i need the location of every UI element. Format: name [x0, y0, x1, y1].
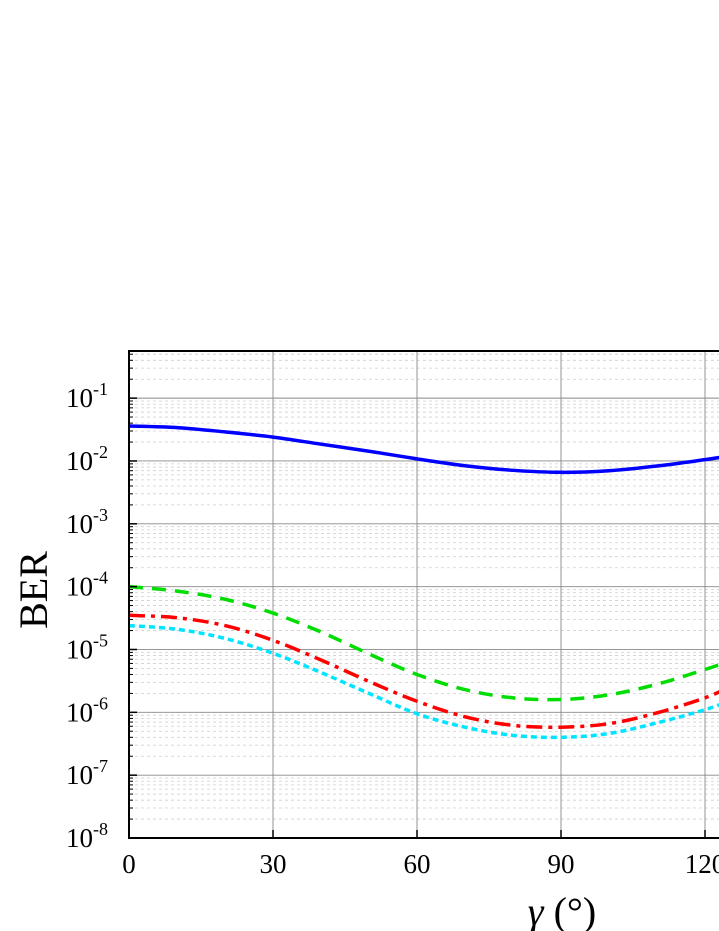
- y-tick-label: 10-7: [66, 756, 108, 790]
- y-tick-label: 10-4: [66, 568, 108, 602]
- plot-frame: [128, 350, 719, 839]
- y-tick-label: 10-3: [66, 505, 108, 539]
- y-ticks: 10-110-210-310-410-510-610-710-8: [66, 353, 137, 853]
- y-tick-exponent: -1: [93, 379, 108, 399]
- series-line-3: [129, 613, 719, 730]
- y-axis-title: BER: [11, 551, 56, 629]
- y-tick-label: 10-1: [66, 379, 108, 413]
- x-tick-label: 0: [122, 849, 136, 879]
- y-tick-exponent: -3: [93, 505, 108, 525]
- y-tick-exponent: -7: [93, 756, 108, 776]
- series-layer: [129, 424, 719, 740]
- y-tick-base: 10: [66, 634, 93, 664]
- series-line-2: [129, 584, 719, 702]
- major-gridlines: [128, 351, 719, 839]
- minor-gridlines: [129, 353, 719, 820]
- y-tick-base: 10: [66, 697, 93, 727]
- x-tick-label: 30: [260, 849, 287, 879]
- x-ticks: 0 30 60 90 120: [122, 830, 719, 879]
- x-axis-symbol: γ: [528, 889, 545, 931]
- y-tick-base: 10: [66, 572, 93, 602]
- y-tick-exponent: -4: [93, 568, 108, 588]
- x-axis-title: γ (°): [528, 889, 596, 931]
- y-tick-exponent: -6: [93, 693, 108, 713]
- x-axis-unit: (°): [554, 889, 597, 931]
- y-tick-exponent: -2: [93, 442, 108, 462]
- x-tick-label: 60: [404, 849, 431, 879]
- y-tick-base: 10: [66, 760, 93, 790]
- y-tick-base: 10: [66, 446, 93, 476]
- series-line-1: [129, 424, 719, 475]
- y-tick-base: 10: [66, 383, 93, 413]
- y-tick-exponent: -5: [93, 630, 108, 650]
- x-tick-label: 90: [548, 849, 575, 879]
- x-tick-label: 120: [685, 849, 719, 879]
- y-tick-label: 10-5: [66, 630, 108, 664]
- y-tick-base: 10: [66, 823, 93, 853]
- x-axis-space: [544, 889, 554, 931]
- y-tick-base: 10: [66, 509, 93, 539]
- series-line-4: [129, 623, 719, 740]
- y-tick-label: 10-8: [66, 819, 108, 853]
- y-tick-label: 10-2: [66, 442, 108, 476]
- y-tick-label: 10-6: [66, 693, 108, 727]
- y-tick-exponent: -8: [93, 819, 108, 839]
